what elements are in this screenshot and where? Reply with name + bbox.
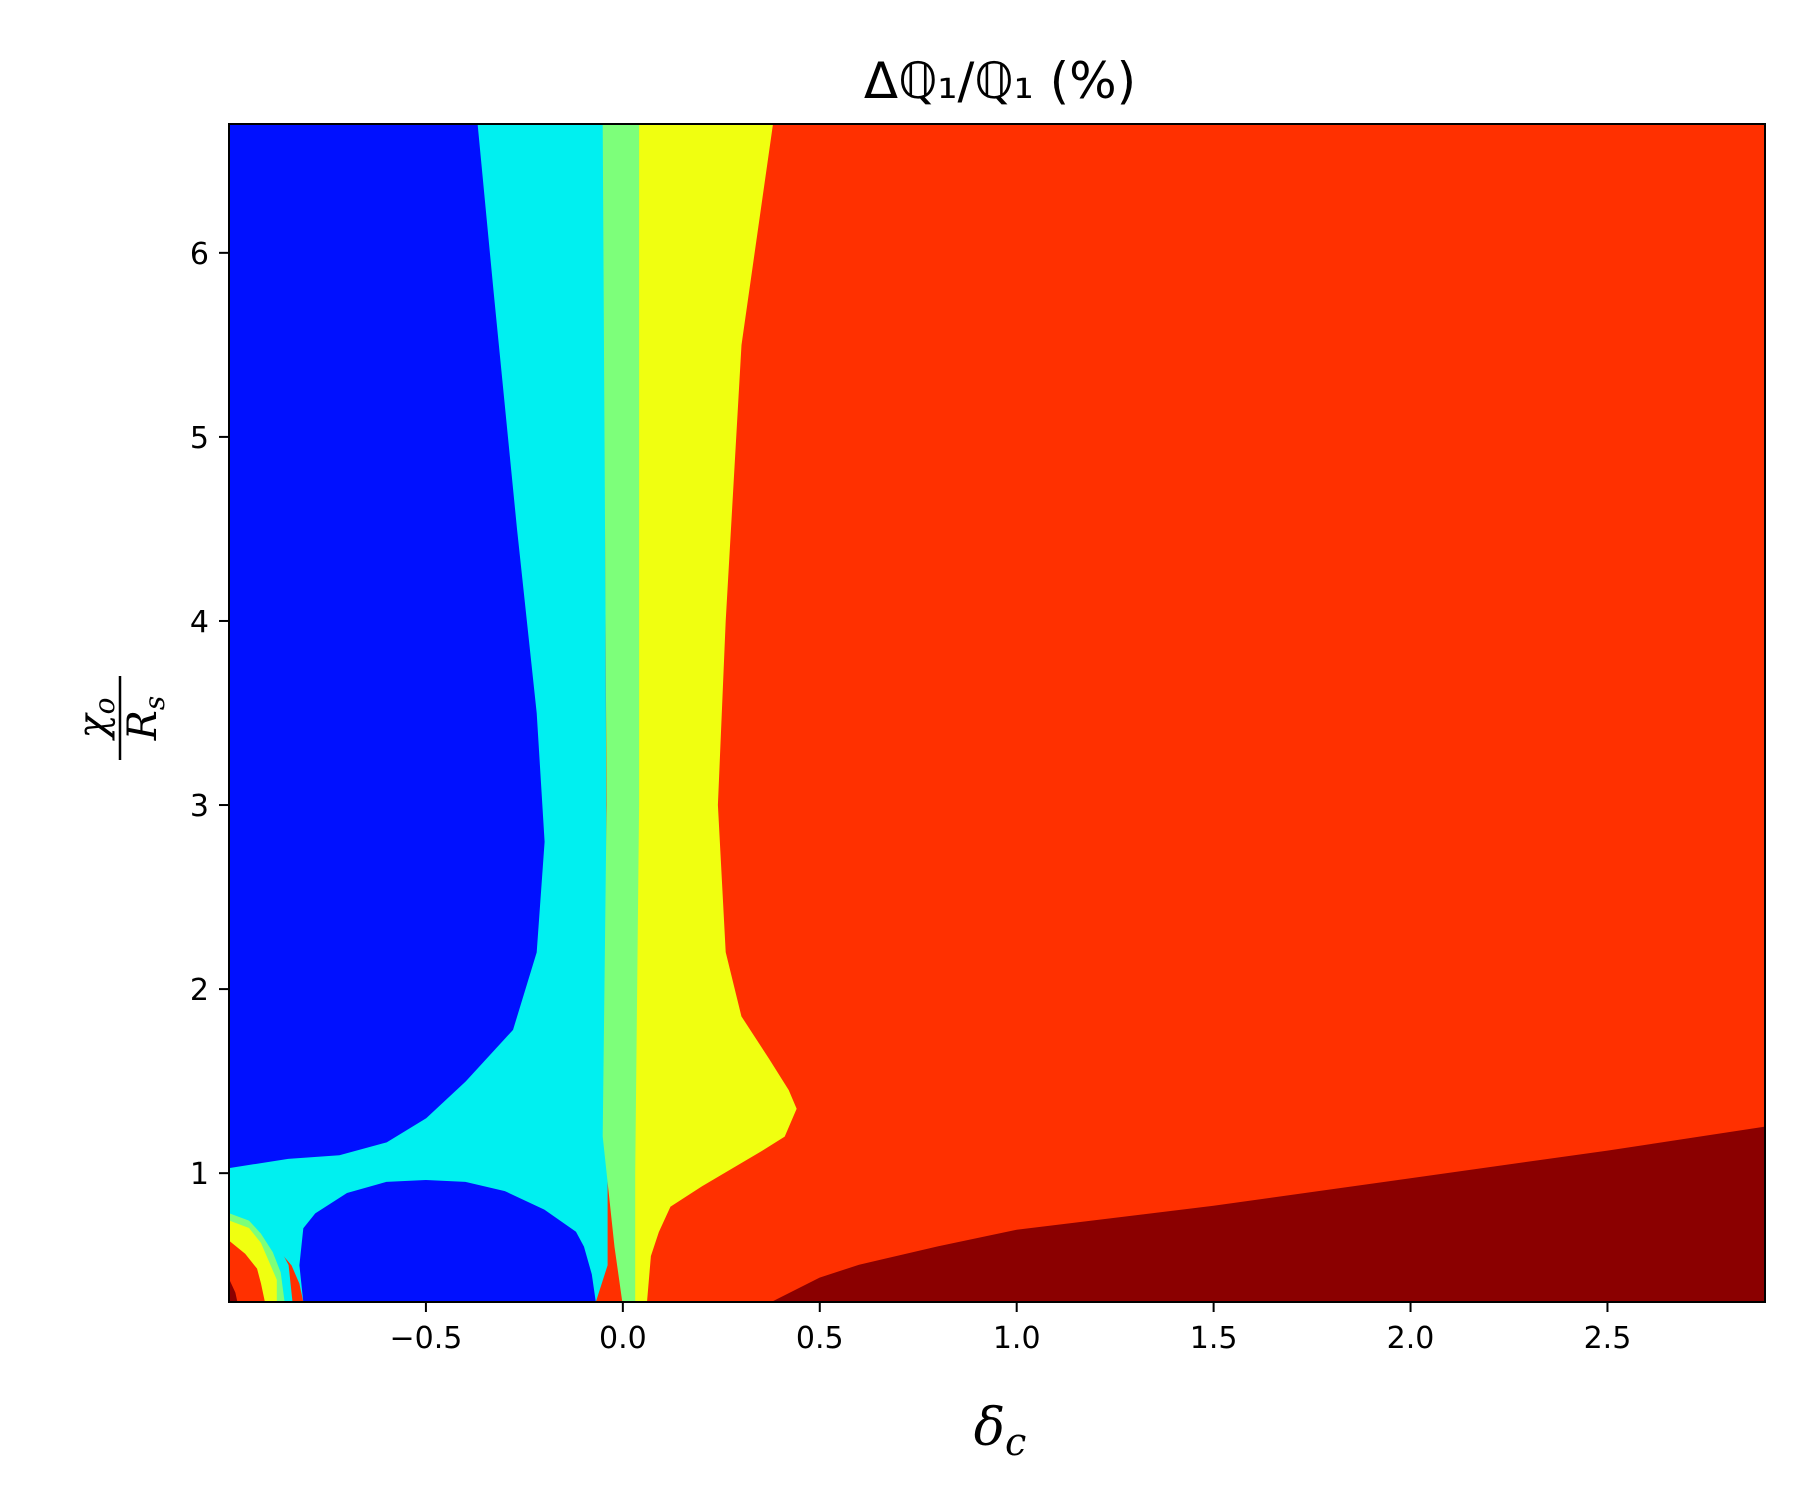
contour-region-edge-red-corner	[229, 1240, 265, 1302]
x-axis-label: δc	[974, 1398, 1027, 1464]
y-axis-ticks: 1 2 3 4 5 6	[190, 237, 229, 1192]
y-tick-label: 5	[190, 421, 209, 456]
contour-region-green-strip	[602, 124, 640, 1302]
contour-region-blue-lower-pocket	[299, 1179, 596, 1302]
contour-region-blue-upper-left	[229, 124, 545, 1169]
y-axis-label: χo Rs	[70, 676, 171, 760]
chart-title: Δℚ₁/ℚ₁ (%)	[864, 52, 1136, 110]
x-axis-ticks: −0.5 0.0 0.5 1.0 1.5 2.0 2.5	[389, 1302, 1631, 1356]
y-tick-label: 2	[190, 973, 209, 1008]
contour-region-dark-red-lower-right	[772, 1126, 1765, 1302]
x-tick-label: 0.0	[599, 1321, 647, 1356]
contour-region-edge-dark-red-corner	[229, 1279, 238, 1302]
y-tick-label: 1	[190, 1157, 209, 1192]
svg-text:χo: χo	[70, 697, 121, 741]
x-tick-label: 1.5	[1190, 1321, 1238, 1356]
y-tick-label: 4	[190, 605, 209, 640]
x-tick-label: 2.0	[1387, 1321, 1435, 1356]
axes-frame	[228, 123, 1766, 1303]
x-tick-label: 1.0	[993, 1321, 1041, 1356]
x-tick-label: −0.5	[389, 1321, 462, 1356]
y-tick-label: 6	[190, 237, 209, 272]
svg-text:Rs: Rs	[120, 696, 171, 742]
x-tick-label: 2.5	[1584, 1321, 1632, 1356]
plot-area	[229, 124, 1765, 1302]
x-tick-label: 0.5	[796, 1321, 844, 1356]
y-tick-label: 3	[190, 789, 209, 824]
contour-region-yellow-band	[634, 124, 797, 1302]
